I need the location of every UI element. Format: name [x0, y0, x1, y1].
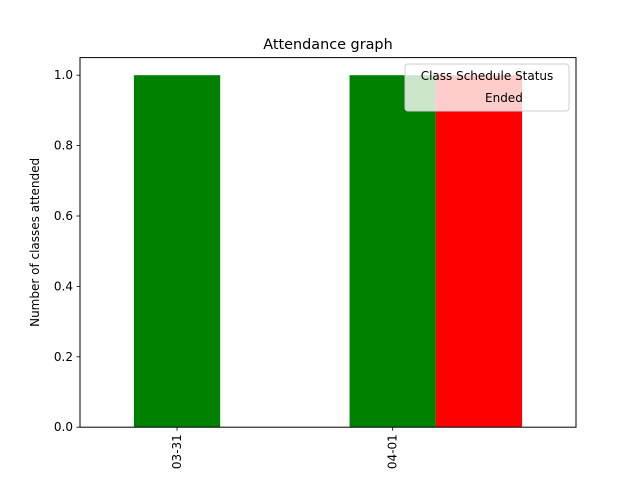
y-tick-label: 0.6 — [54, 209, 73, 223]
bars-layer — [133, 75, 523, 428]
y-axis-ticks: 0.0 0.2 0.4 0.6 0.8 1.0 — [54, 68, 80, 434]
axes-layer — [79, 57, 577, 428]
x-tick-label: 04-01 — [386, 434, 400, 469]
y-tick-label: 0.8 — [54, 139, 73, 153]
y-tick-label: 1.0 — [54, 68, 73, 82]
y-tick-label: 0.2 — [54, 350, 73, 364]
x-axis-ticks: 03-31 04-01 — [170, 427, 400, 469]
bar-03-31-0 — [133, 75, 221, 428]
legend: Class Schedule Status Ended — [404, 63, 570, 112]
y-tick-label: 0.0 — [54, 420, 73, 434]
x-tick-label: 03-31 — [170, 434, 184, 469]
y-axis-label: Number of classes attended — [28, 158, 42, 327]
bar-04-01-0 — [349, 75, 436, 428]
legend-box — [404, 63, 570, 112]
legend-title: Class Schedule Status — [421, 69, 554, 83]
chart-title: Attendance graph — [263, 37, 392, 53]
legend-label-ended: Ended — [485, 91, 523, 105]
bar-04-01-1 — [435, 75, 523, 428]
plot-frame — [79, 57, 577, 428]
y-tick-label: 0.4 — [54, 279, 73, 293]
